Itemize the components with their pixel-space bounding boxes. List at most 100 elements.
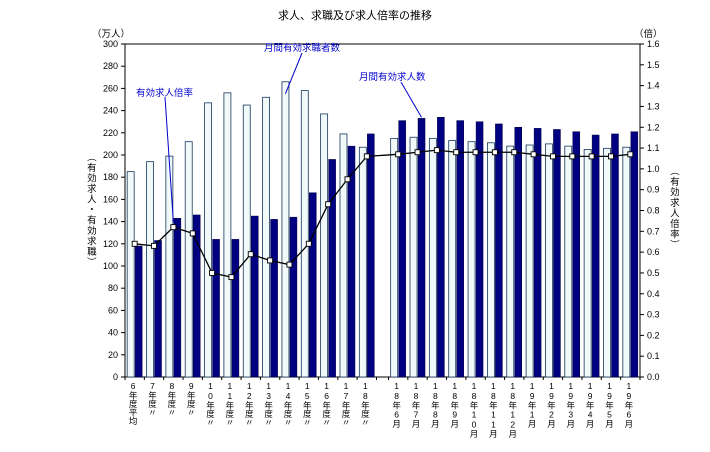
ratio-marker xyxy=(414,149,421,156)
y-axis-left-tick-label: 0 xyxy=(113,372,118,382)
ratio-marker xyxy=(588,153,595,160)
bar-seekers xyxy=(487,142,495,378)
y-axis-right-tick-label: 0.6 xyxy=(647,247,660,257)
x-axis-label: 12年度〃 xyxy=(244,381,255,427)
x-axis-label: 7年度〃 xyxy=(147,381,158,417)
y-axis-right-tick-label: 0.7 xyxy=(647,226,660,236)
bar-seekers xyxy=(467,141,476,378)
x-axis-label: 17年度〃 xyxy=(340,381,351,427)
annotation-offers-label: 月間有効求人数 xyxy=(359,72,426,83)
ratio-marker xyxy=(627,151,634,158)
ratio-marker xyxy=(170,224,177,231)
ratio-marker xyxy=(189,230,196,237)
x-axis-label: 18年9月 xyxy=(449,381,460,428)
y-axis-right-tick-label: 1.4 xyxy=(647,81,660,91)
y-axis-left-tick-label: 260 xyxy=(103,83,118,93)
bar-seekers xyxy=(320,113,329,378)
y-axis-left-tick-label: 20 xyxy=(108,350,118,360)
bar-offers xyxy=(289,216,298,378)
y-axis-left-tick-label: 140 xyxy=(103,217,118,227)
y-axis-right-tick-label: 0.1 xyxy=(647,351,660,361)
bar-offers xyxy=(173,218,182,378)
chart-title: 求人、求職及び求人倍率の推移 xyxy=(278,10,432,22)
ratio-marker xyxy=(530,151,537,158)
bar-offers xyxy=(231,239,240,378)
x-axis-label: 18年11月 xyxy=(488,381,499,438)
y-axis-left-tick-label: 160 xyxy=(103,194,118,204)
bar-offers xyxy=(475,121,484,378)
ratio-marker xyxy=(511,149,518,156)
x-axis-label: 14年度〃 xyxy=(282,381,293,427)
bar-seekers xyxy=(146,161,154,378)
bar-offers xyxy=(398,120,406,378)
y-axis-right-tick-label: 0.9 xyxy=(647,185,660,195)
bar-seekers xyxy=(390,137,399,378)
y-axis-left-tick-label: 240 xyxy=(103,106,118,116)
bar-offers xyxy=(192,214,201,378)
bar-offers xyxy=(134,245,143,378)
ratio-marker xyxy=(247,251,254,258)
ratio-marker xyxy=(286,261,293,268)
bar-offers xyxy=(591,134,600,378)
bar-offers xyxy=(553,129,561,378)
right-axis-unit-label: （倍） xyxy=(634,29,663,40)
x-axis-label: 19年2月 xyxy=(546,381,557,428)
y-axis-left-tick-label: 280 xyxy=(103,61,118,71)
x-axis-label: 18年12月 xyxy=(507,381,518,438)
offers-leader-line xyxy=(400,81,422,118)
ratio-line xyxy=(134,149,631,278)
plot-area xyxy=(124,43,641,378)
x-axis-label: 18年7月 xyxy=(411,381,422,428)
x-axis-label: 13年度〃 xyxy=(263,381,274,427)
bar-offers xyxy=(328,159,336,378)
bar-seekers xyxy=(358,146,367,378)
x-axis-label: 9年度〃 xyxy=(186,381,197,417)
bar-offers xyxy=(514,127,522,378)
ratio-marker xyxy=(209,269,216,276)
x-axis-label: 19年6月 xyxy=(623,381,634,428)
bar-seekers xyxy=(165,155,174,378)
bar-seekers xyxy=(525,144,534,378)
ratio-marker xyxy=(325,201,332,208)
bar-seekers xyxy=(506,145,515,378)
x-axis-label: 18年6月 xyxy=(391,381,402,428)
ratio-marker xyxy=(344,176,351,183)
bar-seekers xyxy=(262,96,270,378)
ratio-markers xyxy=(131,147,634,281)
ratio-leader-line xyxy=(164,96,174,223)
y-axis-left-tick-label: 200 xyxy=(103,150,118,160)
x-axis-label: 19年4月 xyxy=(585,381,596,428)
bar-offers xyxy=(270,219,278,378)
y-axis-left: 0 20 40 60 80 100 120 140 160 180 200 220 240 260 280 3… xyxy=(103,39,125,382)
bar-seekers xyxy=(545,143,553,378)
bar-seekers xyxy=(409,136,418,378)
x-axis-label: 11年度〃 xyxy=(224,381,235,427)
bar-seekers xyxy=(223,92,232,378)
x-axis-label: 18年度〃 xyxy=(360,381,371,427)
y-axis-left-tick-label: 60 xyxy=(108,305,118,315)
ratio-marker xyxy=(305,240,312,247)
left-axis-title: （有効求人・有効求職） xyxy=(84,152,96,268)
seekers-leader-line xyxy=(284,52,303,94)
bar-offers xyxy=(347,145,356,378)
ratio-marker xyxy=(453,149,460,156)
y-axis-right-tick-label: 0.3 xyxy=(647,310,660,320)
seekers-bars xyxy=(126,81,631,378)
ratio-marker xyxy=(131,240,138,247)
x-axis-label: 10年度〃 xyxy=(205,381,216,427)
offers-bars xyxy=(134,117,639,378)
bar-seekers xyxy=(339,133,348,378)
bar-offers xyxy=(611,133,619,378)
bar-offers xyxy=(630,131,639,378)
x-axis-label: 16年度〃 xyxy=(321,381,332,427)
y-axis-left-tick-label: 80 xyxy=(108,283,118,293)
bar-seekers xyxy=(184,141,193,378)
y-axis-right-tick-label: 1.1 xyxy=(647,143,660,153)
right-axis-title: （有効求人倍率） xyxy=(667,166,679,250)
bar-seekers xyxy=(242,104,251,378)
ratio-marker xyxy=(433,147,440,154)
annotation-leader-lines xyxy=(164,52,422,223)
bar-offers xyxy=(533,128,542,378)
